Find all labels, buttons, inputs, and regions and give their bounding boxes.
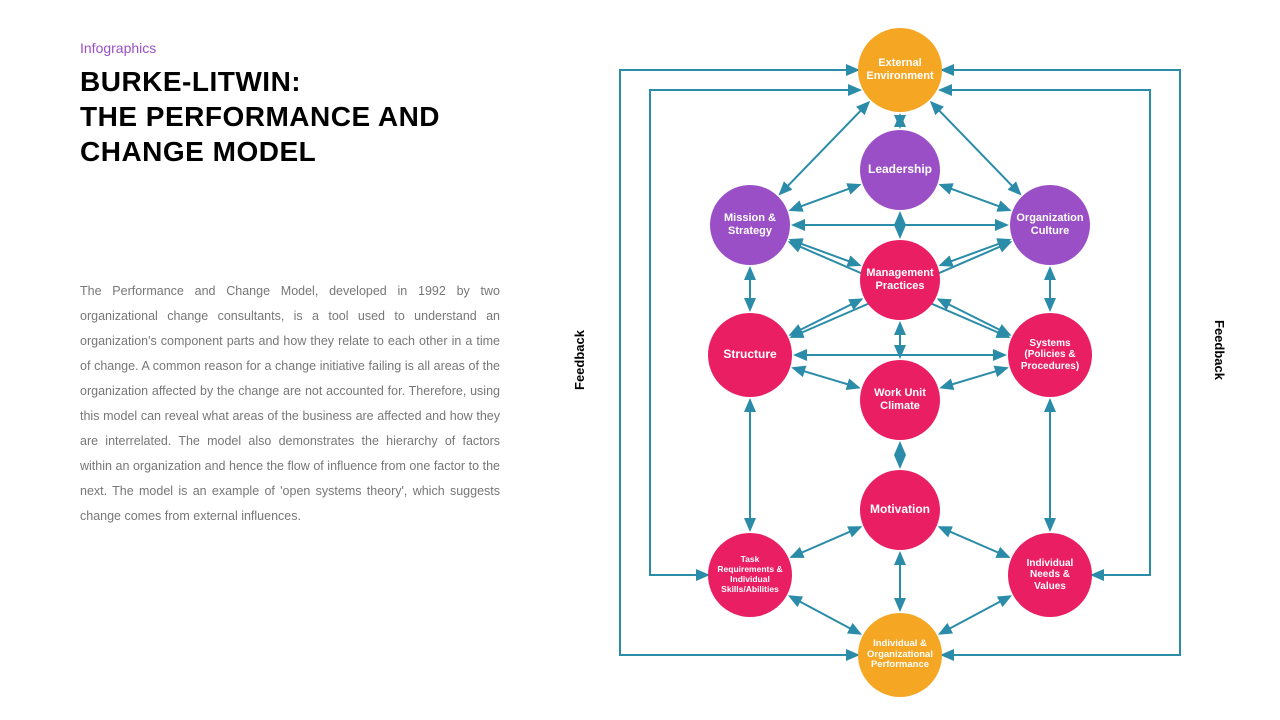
- edge-sys-wuc: [941, 368, 1007, 388]
- node-struct: Structure: [708, 313, 792, 397]
- node-miss: Mission & Strategy: [710, 185, 790, 265]
- node-mgmt: Management Practices: [860, 240, 940, 320]
- edge-task-perf: [790, 596, 861, 634]
- node-motiv: Motivation: [860, 470, 940, 550]
- node-needs: Individual Needs & Values: [1008, 533, 1092, 617]
- diagram: External Environment Leadership Mission & …: [560, 20, 1240, 700]
- left-pane: Infographics BURKE-LITWIN: THE PERFORMAN…: [80, 40, 500, 529]
- edge-lead-cult: [940, 185, 1009, 210]
- edge-miss-mgmt: [790, 240, 859, 265]
- edge-ext-miss: [780, 102, 869, 194]
- edge-motiv-needs: [939, 527, 1008, 557]
- title-line-1: BURKE-LITWIN:: [80, 66, 301, 97]
- edge-mgmt-sys: [938, 299, 1009, 335]
- node-ext: External Environment: [858, 28, 942, 112]
- feedback-label-right: Feedback: [1212, 320, 1227, 380]
- node-task: Task Requirements & Individual Skills/Ab…: [708, 533, 792, 617]
- edge-lead-miss: [790, 185, 859, 210]
- node-lead: Leadership: [860, 130, 940, 210]
- title-line-2: THE PERFORMANCE AND CHANGE MODEL: [80, 101, 440, 167]
- edge-struct-wuc: [793, 368, 859, 388]
- node-perf: Individual & Organizational Performance: [858, 613, 942, 697]
- edge-motiv-task: [791, 527, 860, 557]
- edge-cult-mgmt: [940, 240, 1009, 265]
- page-title: BURKE-LITWIN: THE PERFORMANCE AND CHANGE…: [80, 64, 500, 169]
- edge-needs-perf: [940, 596, 1011, 634]
- node-cult: Organization Culture: [1010, 185, 1090, 265]
- edge-mgmt-struct: [790, 299, 861, 335]
- body-text: The Performance and Change Model, develo…: [80, 279, 500, 529]
- feedback-label-left: Feedback: [572, 330, 587, 390]
- eyebrow: Infographics: [80, 40, 500, 56]
- edge-ext-cult: [931, 102, 1020, 194]
- node-sys: Systems (Policies & Procedures): [1008, 313, 1092, 397]
- node-wuc: Work Unit Climate: [860, 360, 940, 440]
